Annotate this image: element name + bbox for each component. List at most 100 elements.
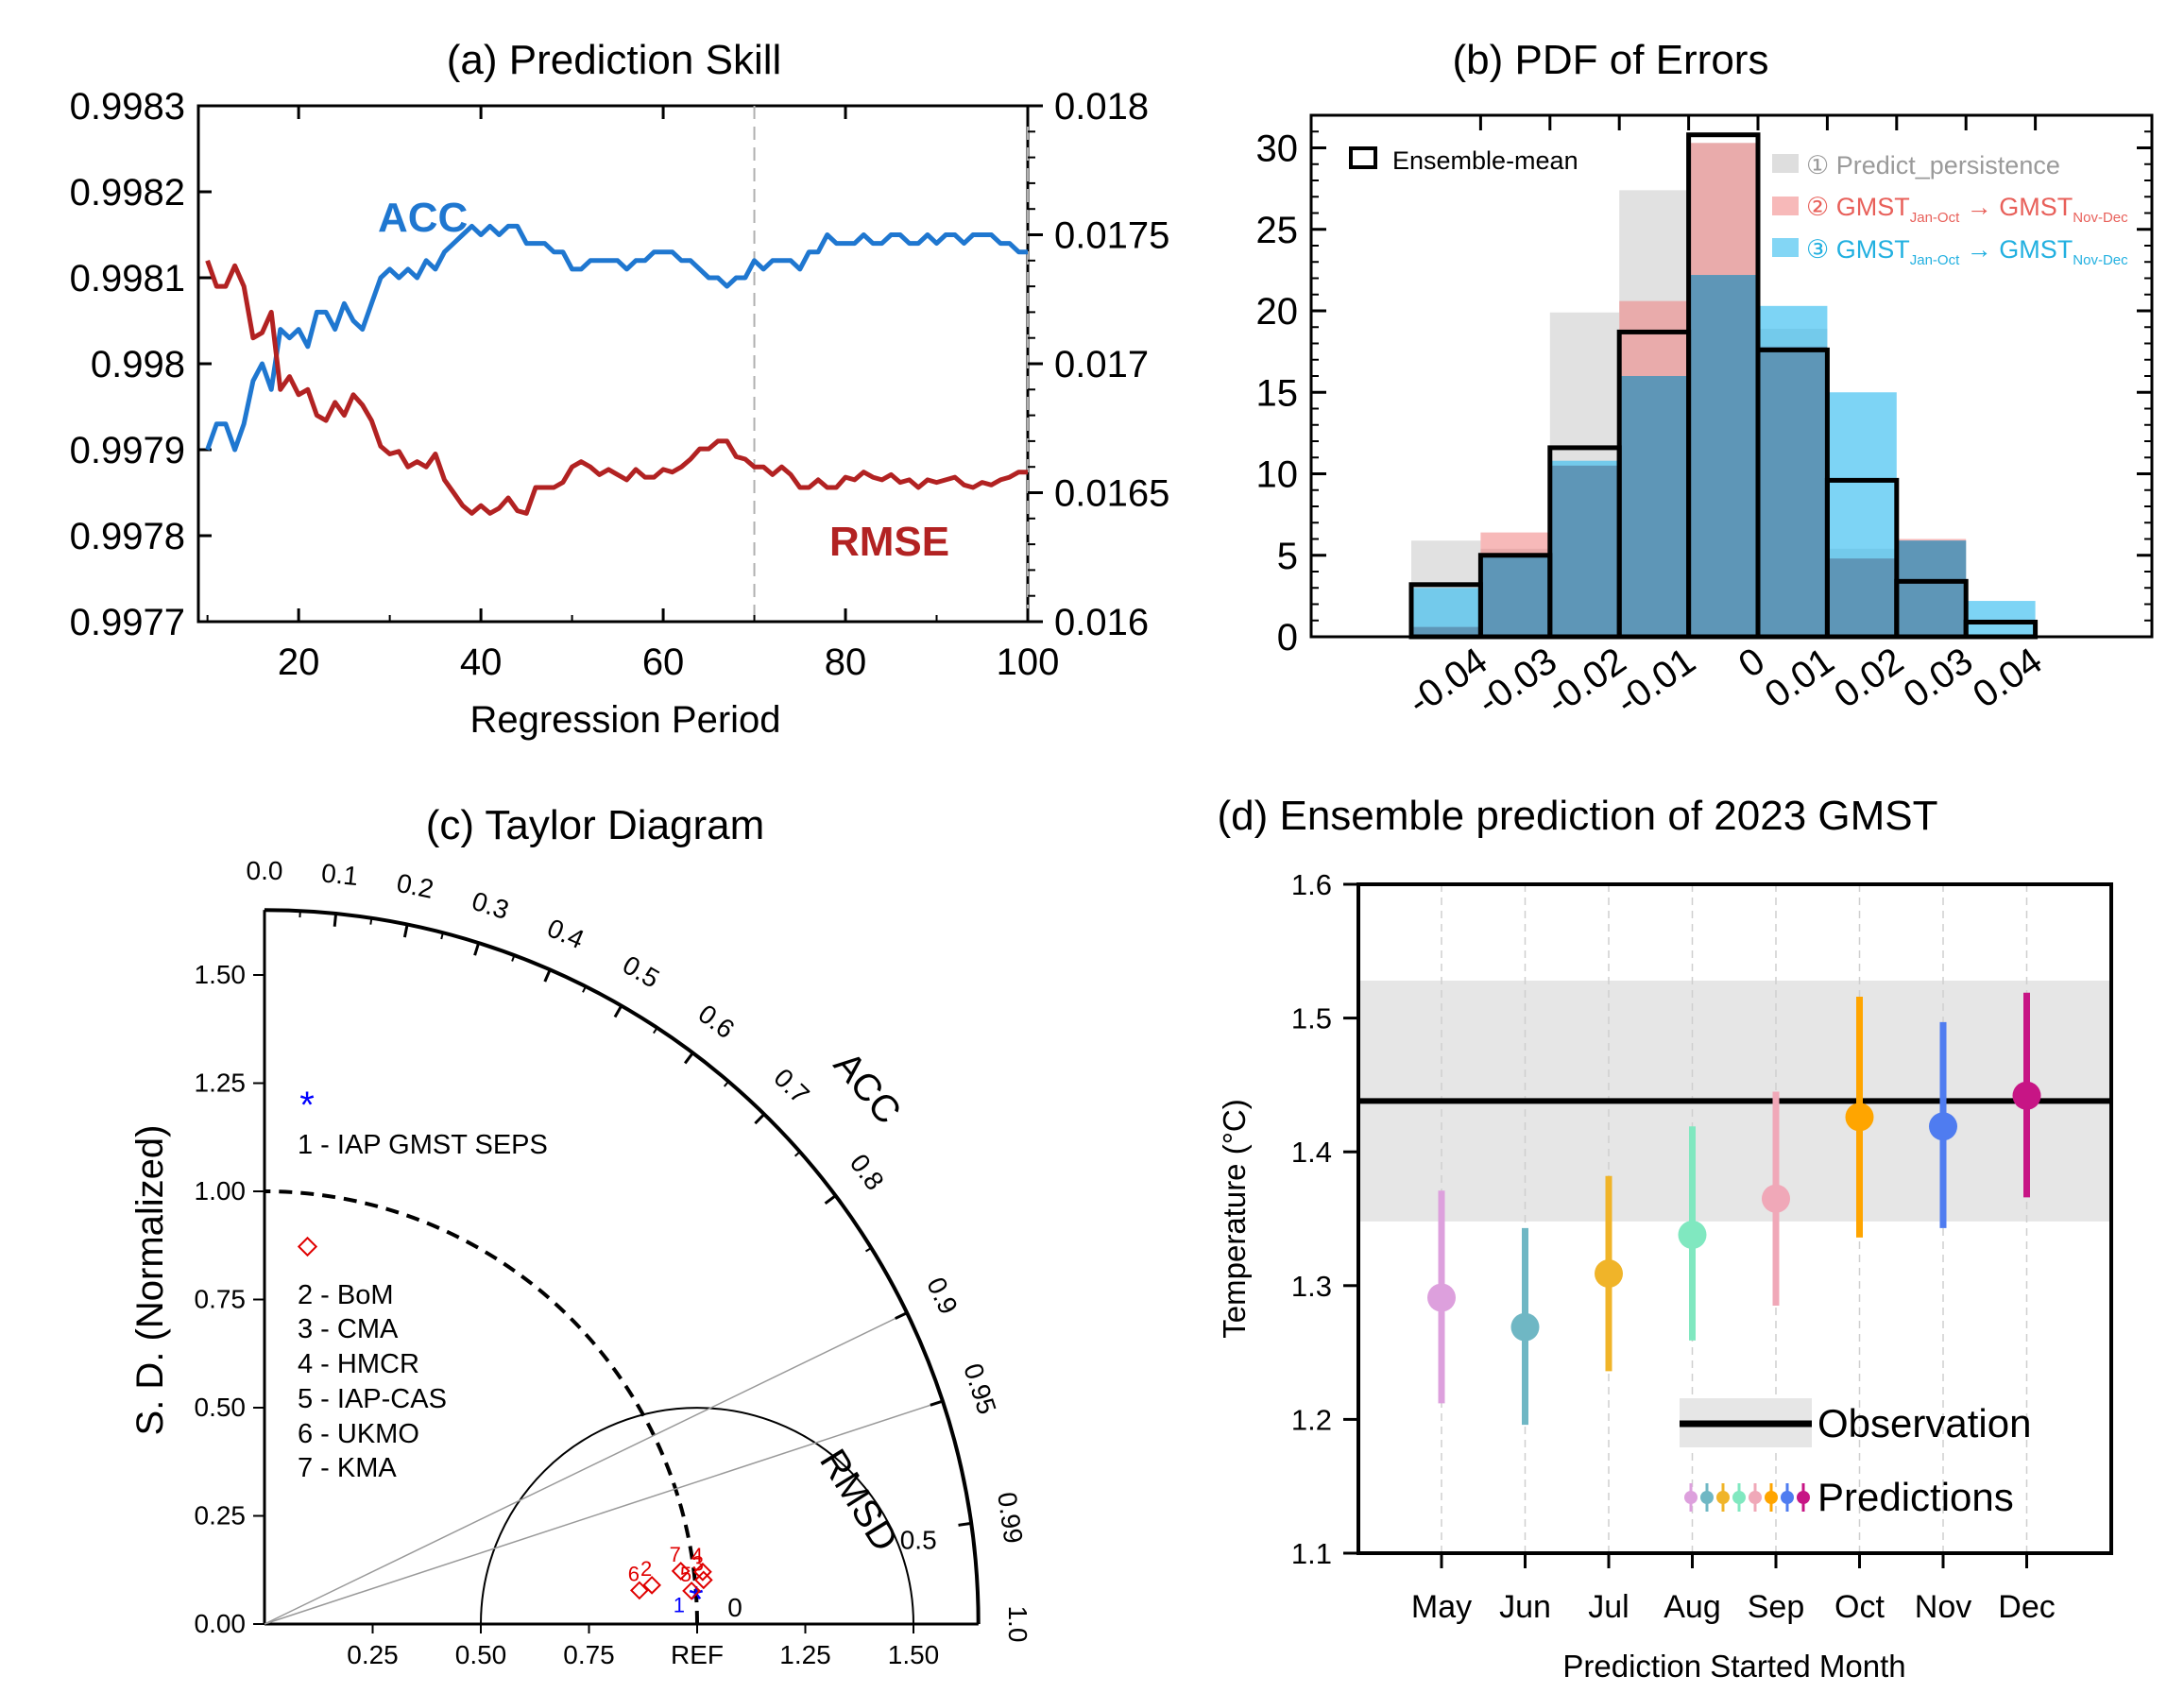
acc-tick-label: 0.7 [768, 1063, 815, 1109]
acc-arc-label: ACC [826, 1044, 909, 1132]
acc-tick-label: 0.1 [320, 858, 360, 891]
x-tick-label: Jul [1588, 1589, 1629, 1625]
point-6-diamond [629, 1581, 649, 1600]
acc-minor-tick [829, 1194, 837, 1201]
acc-minor-tick [546, 968, 552, 977]
bar-series-3 [1966, 601, 2036, 637]
panel-a-xlabel: Regression Period [469, 699, 780, 741]
sd-tick-label: 1.25 [195, 1069, 247, 1098]
legend-diamond-icon [297, 1236, 318, 1257]
y-tick-label: 15 [1256, 372, 1299, 414]
legend-item-5: 5 - IAP-CAS [298, 1384, 447, 1414]
x-tick-label: 0.04 [1966, 640, 2050, 716]
legend-gmst-3: ③ GMSTJan-Oct → GMSTNov-Dec [1806, 235, 2128, 268]
acc-radial-line [264, 1311, 908, 1625]
legend-item-4: 4 - HMCR [298, 1349, 419, 1379]
legend-prediction-dot [1700, 1491, 1714, 1504]
x-tick-label: 100 [997, 641, 1060, 683]
acc-minor-tick [475, 942, 480, 949]
acc-arc [264, 908, 981, 1625]
point-oct [1845, 1103, 1874, 1132]
acc-minor-tick [617, 1005, 623, 1012]
bar-overlap [1896, 540, 1967, 637]
x-tick-label: Nov [1915, 1589, 1971, 1625]
legend-item-2: 2 - BoM [298, 1280, 394, 1310]
legend-prediction-dot [1716, 1491, 1730, 1504]
acc-tick-label: 0.4 [543, 913, 589, 954]
acc-tick-label: 0.5 [618, 949, 664, 993]
panel-b-legend: Ensemble-mean ① Predict_persistence ② GM… [1349, 146, 2128, 268]
acc-tick-label: 0.99 [992, 1490, 1028, 1545]
sd-tick-label: 0.00 [195, 1609, 247, 1638]
acc-line [205, 223, 1028, 453]
acc-minor-tick [511, 954, 516, 962]
panel-a-prediction-skill: (a) Prediction Skill 20 40 60 80 100 0.9983 0.… [70, 37, 1170, 741]
legend-persistence: ① Predict_persistence [1806, 151, 2060, 180]
acc-tick-label: 0.6 [692, 999, 740, 1044]
rmsd-arc [480, 1407, 914, 1625]
point-jun [1510, 1312, 1540, 1342]
point-7-label: 7 [670, 1543, 681, 1566]
panel-d-frame [1356, 882, 2113, 1555]
y-right-tick-label: 0.017 [1054, 344, 1149, 385]
legend-star-icon: * [299, 1085, 315, 1126]
acc-tick [958, 1521, 972, 1527]
acc-tick-label: 0.9 [921, 1273, 964, 1319]
point-5-diamond [682, 1581, 701, 1600]
y-tick-label: 5 [1277, 536, 1298, 577]
y-left-tick-label: 0.9983 [70, 86, 185, 128]
y-left-tick-label: 0.9979 [70, 430, 185, 471]
point-3-label: 3 [692, 1551, 704, 1575]
point-jul [1595, 1259, 1623, 1289]
legend-prediction-dot [1797, 1491, 1810, 1504]
panel-b-title: (b) PDF of Errors [1453, 37, 1769, 83]
legend-gmst-2: ② GMSTJan-Oct → GMSTNov-Dec [1806, 193, 2128, 226]
point-7-diamond [671, 1562, 691, 1581]
x-tick-label: -0.01 [1609, 640, 1703, 723]
panel-c-title: (c) Taylor Diagram [426, 802, 765, 848]
acc-radial-line [264, 1400, 944, 1625]
panel-d-ylabel: Temperature (°C) [1217, 1099, 1252, 1338]
acc-tick-label: 0.0 [247, 856, 283, 885]
y-tick-label: 25 [1256, 210, 1299, 251]
rmsd-tick-05: 0.5 [900, 1525, 937, 1554]
x-tick-label: 1.50 [888, 1640, 940, 1669]
legend-item-6: 6 - UKMO [298, 1419, 419, 1449]
acc-minor-tick [793, 1151, 801, 1157]
x-tick-label: 0.75 [563, 1640, 615, 1669]
point-sep [1762, 1184, 1790, 1213]
y-left-tick-label: 0.9981 [70, 258, 185, 299]
panel-a-title: (a) Prediction Skill [447, 37, 782, 83]
y-tick-label: 1.6 [1291, 868, 1332, 901]
legend-observation: Observation [1817, 1401, 2031, 1445]
y-left-tick-label: 0.9982 [70, 172, 185, 214]
legend-ensemble-mean-swatch [1349, 146, 1377, 169]
acc-minor-tick [369, 917, 373, 925]
y-right-tick-label: 0.018 [1054, 86, 1149, 128]
legend-prediction-dot [1765, 1491, 1778, 1504]
y-tick-label: 1.3 [1291, 1270, 1332, 1303]
legend-item-7: 7 - KMA [298, 1453, 397, 1483]
acc-minor-tick [440, 932, 444, 940]
panel-d-legend: Observation Predictions [1680, 1398, 2031, 1519]
x-tick-label: 60 [642, 641, 685, 683]
y-tick-label: 1.1 [1291, 1537, 1332, 1570]
y-right-tick-label: 0.016 [1054, 602, 1149, 643]
y-tick-label: 1.4 [1291, 1136, 1332, 1169]
acc-minor-tick [688, 1052, 694, 1059]
legend-gmst-2-swatch [1772, 197, 1799, 215]
legend-prediction-dot [1684, 1491, 1698, 1504]
rmsd-tick-0: 0 [727, 1593, 742, 1622]
x-tick-label: 1.25 [779, 1640, 831, 1669]
panel-d-xlabel: Prediction Started Month [1562, 1649, 1905, 1684]
panel-d-ensemble-prediction: (d) Ensemble prediction of 2023 GMST May… [1217, 793, 2113, 1684]
acc-minor-tick [936, 1400, 944, 1405]
legend-prediction-dot [1781, 1491, 1794, 1504]
acc-tick-label: 0.2 [394, 868, 435, 904]
y-right-tick-label: 0.0165 [1054, 473, 1169, 515]
acc-tick-label: 0.95 [958, 1360, 1001, 1417]
legend-persistence-swatch [1772, 154, 1799, 173]
sd-tick-label: 0.75 [195, 1285, 247, 1314]
point-dec [2012, 1081, 2041, 1110]
